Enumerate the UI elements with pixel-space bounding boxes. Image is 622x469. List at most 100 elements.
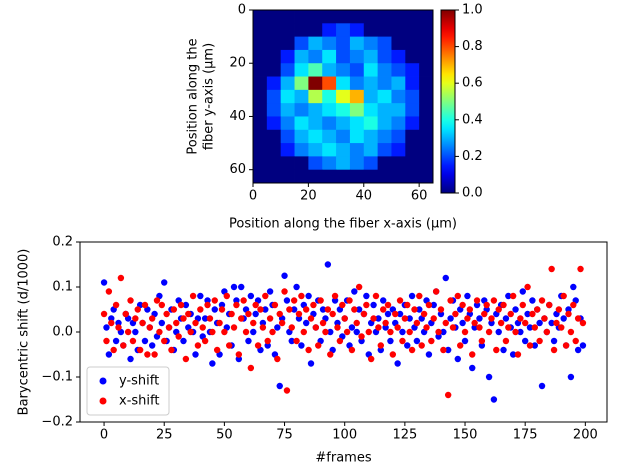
point xyxy=(257,306,264,313)
heatmap-cell xyxy=(391,169,406,184)
point xyxy=(416,306,423,313)
heatmap-cell xyxy=(294,10,309,24)
heatmap-cell xyxy=(266,103,282,117)
point xyxy=(430,301,437,309)
heatmap-cell xyxy=(405,143,420,157)
point xyxy=(252,301,259,309)
y-axis-label: fiber y-axis (µm) xyxy=(202,43,217,150)
point xyxy=(452,310,459,318)
point xyxy=(476,315,483,322)
heatmap-cell xyxy=(308,103,323,117)
point xyxy=(567,373,575,381)
heatmap-cell xyxy=(363,36,379,51)
point xyxy=(254,342,262,349)
heatmap-cell xyxy=(266,129,282,144)
point xyxy=(509,351,517,358)
point xyxy=(363,301,370,309)
point xyxy=(266,288,274,295)
point xyxy=(358,333,365,340)
y-tick-label: 0.2 xyxy=(52,235,73,250)
heatmap-cell xyxy=(322,89,337,104)
point xyxy=(464,292,471,300)
point xyxy=(194,342,202,349)
point xyxy=(517,328,524,336)
colorbar-tick-label: 1.0 xyxy=(462,3,483,18)
heatmap-cell xyxy=(253,116,268,131)
point xyxy=(218,306,226,313)
point xyxy=(538,297,546,304)
point xyxy=(389,351,397,358)
heatmap-cell xyxy=(253,63,268,77)
point xyxy=(351,288,358,295)
point xyxy=(134,306,141,313)
heatmap-cell xyxy=(405,103,420,117)
point xyxy=(185,310,192,318)
heatmap-cell xyxy=(322,156,337,171)
heatmap-cell xyxy=(280,89,295,104)
point xyxy=(473,301,481,309)
point xyxy=(310,301,317,309)
heatmap-cell xyxy=(363,63,379,77)
point xyxy=(221,328,228,336)
x-tick-label: 20 xyxy=(300,189,317,204)
y-tick-label: 0 xyxy=(238,3,246,18)
heatmap-cell xyxy=(419,23,434,38)
point xyxy=(293,283,300,291)
point xyxy=(146,324,153,331)
heatmap-cell xyxy=(294,156,309,171)
heatmap-cell xyxy=(266,63,282,77)
point xyxy=(512,328,519,336)
heatmap-cell xyxy=(349,103,365,117)
heatmap-cell xyxy=(377,116,392,131)
point xyxy=(319,306,327,313)
point xyxy=(112,301,120,309)
legend-marker xyxy=(99,397,107,405)
point xyxy=(444,391,452,399)
heatmap-cell xyxy=(280,169,295,184)
point xyxy=(555,306,563,313)
point xyxy=(399,328,406,336)
heatmap-cell xyxy=(294,129,309,144)
heatmap-cell xyxy=(322,169,337,184)
point xyxy=(136,346,144,354)
heatmap-cell xyxy=(266,116,282,131)
point xyxy=(204,301,211,309)
point xyxy=(129,337,137,345)
heatmap-cell xyxy=(391,89,406,104)
point xyxy=(572,337,579,345)
x-tick-label: 50 xyxy=(216,428,233,443)
point xyxy=(404,342,411,349)
heatmap-cell xyxy=(363,10,379,24)
point xyxy=(469,351,476,358)
point xyxy=(115,319,122,327)
point xyxy=(425,351,433,358)
point xyxy=(351,306,358,313)
heatmap-cell xyxy=(294,23,309,38)
point xyxy=(495,306,502,313)
heatmap-cell xyxy=(419,76,434,91)
point xyxy=(315,342,322,349)
x-tick-label: 125 xyxy=(392,428,417,443)
heatmap-cell xyxy=(405,49,420,64)
point xyxy=(305,292,312,300)
point xyxy=(283,297,291,304)
point xyxy=(392,310,399,318)
point xyxy=(541,315,548,322)
point xyxy=(158,319,166,327)
point xyxy=(288,324,295,331)
heatmap-cell xyxy=(349,156,365,171)
point xyxy=(264,342,271,349)
heatmap-cell xyxy=(280,63,295,77)
point xyxy=(521,319,529,327)
point xyxy=(360,310,368,318)
point xyxy=(175,333,182,340)
point xyxy=(461,337,469,345)
point xyxy=(394,360,401,367)
point xyxy=(262,292,269,300)
point xyxy=(348,346,356,354)
heatmap-cell xyxy=(294,103,309,117)
heatmap-cell xyxy=(349,76,365,91)
point xyxy=(180,315,187,322)
axes-frame xyxy=(252,9,434,184)
y-tick-label: 60 xyxy=(229,162,246,177)
